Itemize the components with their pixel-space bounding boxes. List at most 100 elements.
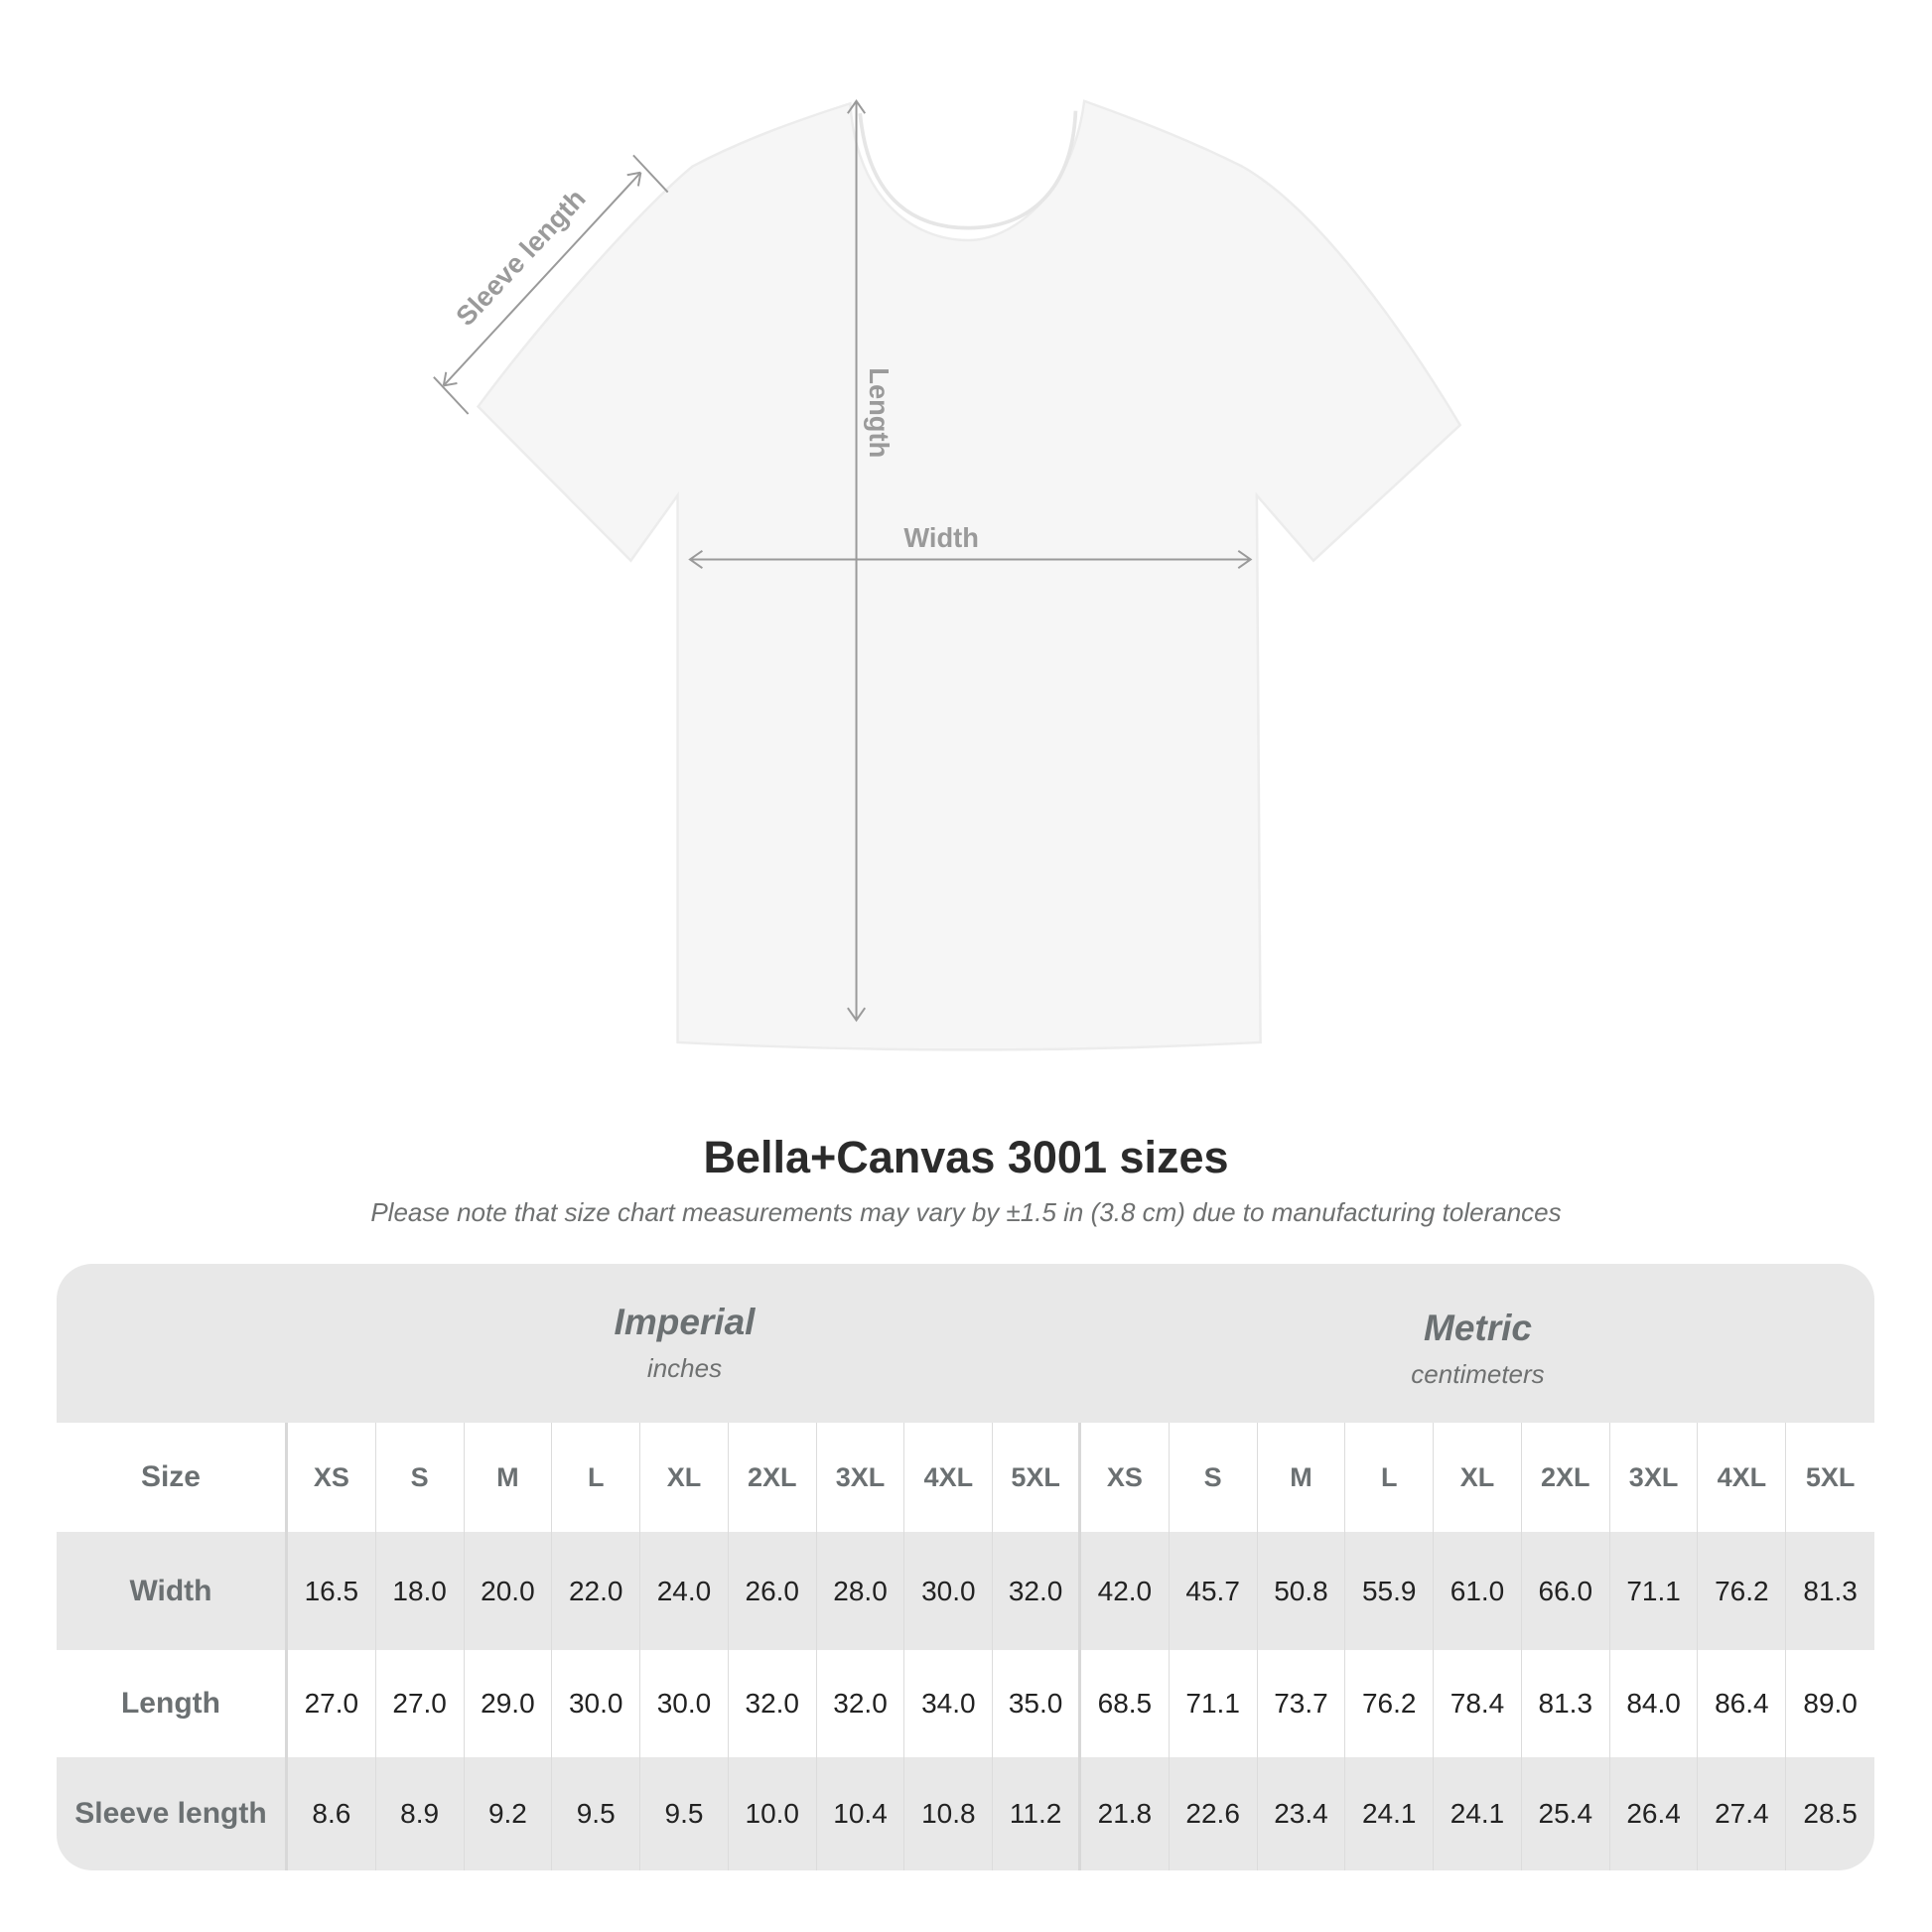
sleeve-arrow: [443, 172, 642, 387]
imperial-value-cell: 22.0: [552, 1532, 641, 1650]
imperial-value-cell: 10.0: [729, 1757, 817, 1870]
imperial-value-cell: 9.5: [640, 1757, 729, 1870]
size-label: Size: [57, 1423, 288, 1532]
header-band: [57, 1264, 1874, 1423]
metric-value-cell: 81.3: [1522, 1650, 1610, 1757]
metric-value-cell: 25.4: [1522, 1757, 1610, 1870]
metric-unit: centimeters: [1411, 1359, 1545, 1389]
metric-value-cell: 23.4: [1258, 1757, 1346, 1870]
imperial-value-cell: 16.5: [288, 1532, 376, 1650]
imperial-value-cell: 18.0: [376, 1532, 465, 1650]
imperial-value-cell: 29.0: [465, 1650, 553, 1757]
width-arrow-heads: [688, 549, 1253, 569]
metric-size-header: L: [1345, 1423, 1435, 1532]
imperial-value-cell: 32.0: [729, 1650, 817, 1757]
chart-title: Bella+Canvas 3001 sizes: [703, 1132, 1229, 1182]
row-band-sleeve: [57, 1757, 1874, 1870]
metric-size-header: XL: [1434, 1423, 1522, 1532]
width-label: Width: [903, 522, 979, 553]
imperial-title: Imperial: [614, 1302, 756, 1342]
metric-value-cell: 26.4: [1610, 1757, 1699, 1870]
tshirt-shape: [476, 99, 1462, 1051]
metric-size-header: 4XL: [1698, 1423, 1787, 1532]
metric-title: Metric: [1424, 1308, 1532, 1348]
imperial-value-cell: 32.0: [993, 1532, 1081, 1650]
imperial-size-header: 5XL: [993, 1423, 1081, 1532]
metric-value-cell: 21.8: [1081, 1757, 1170, 1870]
imperial-value-cell: 10.8: [904, 1757, 994, 1870]
imperial-value-cell: 30.0: [640, 1650, 729, 1757]
imperial-size-header: XS: [288, 1423, 376, 1532]
row-band-width: [57, 1532, 1874, 1650]
table-row-sleeve-length: Sleeve length 8.6 8.9 9.2 9.5 9.5 10.0 10.4 10.8…: [57, 1757, 1874, 1870]
imperial-value-cell: 34.0: [904, 1650, 994, 1757]
metric-value-cell: 24.1: [1345, 1757, 1435, 1870]
metric-size-header: 5XL: [1805, 1461, 1856, 1492]
imperial-value-cell: 27.0: [376, 1650, 465, 1757]
imperial-value-cell: 10.4: [817, 1757, 905, 1870]
metric-value-cell: 24.1: [1434, 1757, 1522, 1870]
imperial-size-header: M: [465, 1423, 553, 1532]
metric-header: Metric centimeters: [1081, 1308, 1874, 1390]
length-arrow-heads: [847, 99, 867, 1023]
imperial-size-header: XL: [640, 1423, 729, 1532]
imperial-value-cell: 28.0: [817, 1532, 905, 1650]
size-table: Imperial inches Metric centimeters Size …: [57, 1264, 1874, 1870]
imperial-size-header: 2XL: [729, 1423, 817, 1532]
imperial-header: Imperial inches: [288, 1302, 1081, 1384]
imperial-value-cell: 32.0: [817, 1650, 905, 1757]
metric-value-cell: 76.2: [1698, 1532, 1787, 1650]
metric-value-cell: 71.1: [1170, 1650, 1258, 1757]
metric-value-cell: 73.7: [1258, 1650, 1346, 1757]
metric-value-cell: 28.5: [1803, 1798, 1858, 1829]
metric-value-cell: 71.1: [1610, 1532, 1699, 1650]
metric-value-cell: 89.0: [1803, 1688, 1858, 1719]
imperial-size-header: 3XL: [817, 1423, 905, 1532]
imperial-value-cell: 8.9: [376, 1757, 465, 1870]
imperial-value-cell: 9.5: [552, 1757, 641, 1870]
metric-value-cell: 84.0: [1610, 1650, 1699, 1757]
imperial-value-cell: 30.0: [552, 1650, 641, 1757]
metric-value-cell: 45.7: [1170, 1532, 1258, 1650]
metric-size-header: 3XL: [1610, 1423, 1699, 1532]
imperial-value-cell: 26.0: [729, 1532, 817, 1650]
imperial-value-cell: 24.0: [640, 1532, 729, 1650]
metric-size-header: M: [1258, 1423, 1346, 1532]
imperial-value-cell: 30.0: [904, 1532, 994, 1650]
metric-value-cell: 66.0: [1522, 1532, 1610, 1650]
metric-value-cell: 78.4: [1434, 1650, 1522, 1757]
metric-size-header: S: [1170, 1423, 1258, 1532]
imperial-unit: inches: [646, 1353, 723, 1383]
size-header-row: Size XS S M L XL 2XL 3XL 4XL 5XL XS S M L XL 2XL 3XL 4XL…: [57, 1423, 1874, 1532]
imperial-value-cell: 8.6: [288, 1757, 376, 1870]
metric-size-header: XS: [1081, 1423, 1170, 1532]
table-row-length: Length 27.0 27.0 29.0 30.0 30.0 32.0 32.0 34.0 35…: [57, 1650, 1874, 1757]
table-row-width: Width 16.5 18.0 20.0 22.0 24.0 26.0 28.0 30.0 32.…: [57, 1532, 1874, 1650]
row-label: Length: [57, 1650, 288, 1757]
imperial-value-cell: 9.2: [465, 1757, 553, 1870]
imperial-size-header: S: [376, 1423, 465, 1532]
metric-value-cell: 61.0: [1434, 1532, 1522, 1650]
metric-value-cell: 55.9: [1345, 1532, 1435, 1650]
length-label: Length: [864, 367, 895, 458]
metric-value-cell: 42.0: [1081, 1532, 1170, 1650]
metric-value-cell: 27.4: [1698, 1757, 1787, 1870]
sleeve-arrow-ticks: [433, 154, 669, 415]
imperial-size-header: L: [552, 1423, 641, 1532]
metric-value-cell: 76.2: [1345, 1650, 1435, 1757]
metric-value-cell: 68.5: [1081, 1650, 1170, 1757]
row-label: Sleeve length: [57, 1757, 288, 1870]
collar: [858, 110, 1078, 230]
imperial-value-cell: 11.2: [993, 1757, 1081, 1870]
imperial-value-cell: 27.0: [288, 1650, 376, 1757]
tolerance-note: Please note that size chart measurements…: [370, 1197, 1562, 1227]
imperial-value-cell: 20.0: [465, 1532, 553, 1650]
imperial-value-cell: 35.0: [993, 1650, 1081, 1757]
metric-value-cell: 50.8: [1258, 1532, 1346, 1650]
imperial-size-header: 4XL: [904, 1423, 994, 1532]
metric-value-cell: 81.3: [1803, 1575, 1858, 1606]
metric-size-header: 2XL: [1522, 1423, 1610, 1532]
row-label: Width: [57, 1532, 288, 1650]
metric-value-cell: 86.4: [1698, 1650, 1787, 1757]
